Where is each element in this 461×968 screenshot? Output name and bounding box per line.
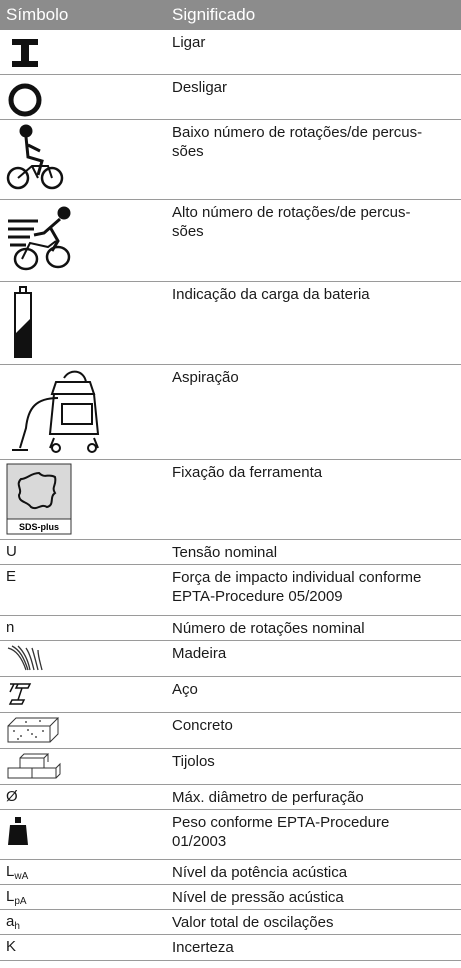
symbol-part: wA — [14, 871, 29, 882]
header-cell: Significado — [172, 5, 256, 24]
icon — [6, 203, 78, 275]
symbol: n — [6, 619, 15, 636]
row: ah Valor total de oscilações — [0, 910, 461, 935]
row: Aço — [0, 677, 461, 713]
symbol: U — [6, 543, 17, 560]
row: Aspiração — [0, 365, 461, 460]
meaning: Desligar — [172, 79, 228, 96]
icon — [6, 368, 106, 456]
row: E Força de impacto individual conforme E… — [0, 565, 461, 616]
meaning: Força de impacto individual conforme EPT… — [172, 569, 422, 605]
meaning: Indicação da carga da bateria — [172, 286, 370, 303]
row: U Tensão nominal — [0, 540, 461, 565]
row: SDS-plus Fixação da ferramenta — [0, 460, 461, 540]
icon — [6, 33, 46, 71]
row: Madeira — [0, 641, 461, 677]
icon — [6, 123, 66, 195]
meaning: Tensão nominal — [172, 544, 278, 561]
symbol-part: h — [14, 921, 20, 932]
icon — [6, 644, 46, 672]
icon — [6, 752, 62, 780]
row: LwA Nível da potência acústica — [0, 860, 461, 885]
meaning: Ligar — [172, 34, 206, 51]
icon — [6, 716, 62, 744]
meaning: Número de rotações nominal — [172, 620, 365, 637]
meaning: Concreto — [172, 717, 233, 734]
symbol: LpA — [6, 888, 27, 911]
row: n Número de rotações nominal — [0, 616, 461, 641]
row: Alto número de rotações/de percus- sões — [0, 200, 461, 282]
symbol-part: pA — [14, 896, 27, 907]
meaning: Aço — [172, 681, 198, 698]
row: LpA Nível de pressão acústica — [0, 885, 461, 910]
table: Ligar Desligar Baixo número de rotações/… — [0, 30, 461, 961]
row: Baixo número de rotações/de percus- sões — [0, 120, 461, 200]
icon: SDS-plus — [6, 463, 72, 535]
row: Tijolos — [0, 749, 461, 785]
symbol-part: L — [6, 888, 15, 905]
row: K Incerteza — [0, 935, 461, 961]
meaning: Máx. diâmetro de perfuração — [172, 789, 364, 806]
meaning: Fixação da ferramenta — [172, 464, 323, 481]
meaning: Aspiração — [172, 369, 239, 386]
symbol-part: a — [6, 913, 15, 930]
symbol-part: L — [6, 863, 15, 880]
row: Desligar — [0, 75, 461, 120]
icon-label: SDS-plus — [19, 522, 59, 532]
icon — [6, 680, 36, 708]
icon — [6, 813, 30, 847]
symbol: ah — [6, 913, 20, 936]
symbol: K — [6, 938, 17, 955]
meaning: Baixo número de rotações/de percus- sões — [172, 124, 423, 160]
table-header: Símbolo Significado — [0, 0, 461, 30]
meaning: Tijolos — [172, 753, 215, 770]
meaning: Incerteza — [172, 939, 234, 956]
header-cell: Símbolo — [6, 5, 69, 24]
icon — [6, 78, 46, 118]
icon — [6, 285, 36, 359]
row: Ø Máx. diâmetro de perfuração — [0, 785, 461, 810]
symbol: LwA — [6, 863, 28, 886]
meaning: Nível de pressão acústica — [172, 889, 344, 906]
meaning: Madeira — [172, 645, 227, 662]
meaning: Peso conforme EPTA-Procedure 01/2003 — [172, 814, 390, 850]
row: Ligar — [0, 30, 461, 75]
symbol: Ø — [6, 788, 18, 805]
meaning: Nível da potência acústica — [172, 864, 348, 881]
row: Indicação da carga da bateria — [0, 282, 461, 365]
row: Concreto — [0, 713, 461, 749]
symbol: E — [6, 568, 17, 585]
row: Peso conforme EPTA-Procedure 01/2003 — [0, 810, 461, 860]
meaning: Alto número de rotações/de percus- sões — [172, 204, 411, 240]
meaning: Valor total de oscilações — [172, 914, 334, 931]
